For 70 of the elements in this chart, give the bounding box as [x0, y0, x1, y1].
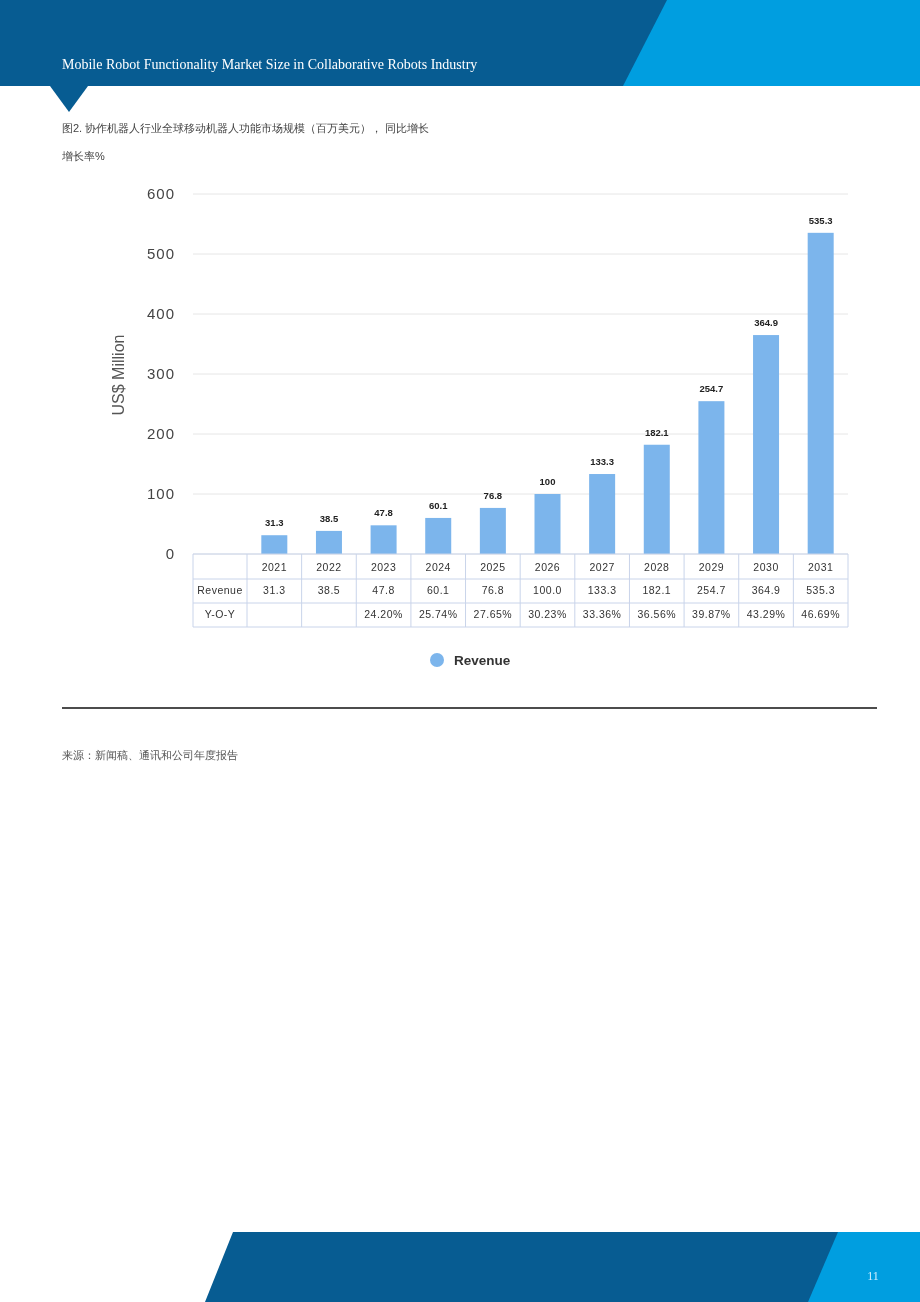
text: 33.36%: [582, 608, 622, 620]
bar: [807, 232, 834, 554]
text: 11: [867, 1269, 879, 1283]
text: 43.29%: [746, 608, 786, 620]
data-label: 38.5: [319, 512, 339, 524]
text: 535.3: [806, 584, 836, 596]
bar: [370, 525, 397, 554]
data-label: 76.8: [483, 489, 503, 501]
x-tick-label: 2022: [316, 561, 342, 573]
text: 31.3: [263, 584, 286, 596]
x-tick-label: 2031: [808, 561, 834, 573]
text: Y-O-Y: [204, 608, 236, 620]
data-label: 100: [539, 476, 556, 487]
bar: [261, 535, 288, 554]
text: 76.8: [481, 584, 505, 596]
bar: [643, 444, 670, 554]
data-label: 60.1: [428, 499, 449, 511]
legend: Revenue: [430, 653, 511, 668]
data-label: 254.7: [699, 383, 724, 395]
bar: [315, 530, 342, 554]
x-tick-label: 2030: [753, 561, 779, 573]
legend-label: Revenue: [454, 653, 511, 668]
source-note: 来源：新闻稿、通讯和公司年度报告: [62, 749, 238, 761]
text: 增长率%: [61, 150, 105, 162]
y-tick-label: 500: [146, 245, 175, 262]
data-label: 182.1: [644, 426, 670, 438]
bar: [753, 335, 780, 554]
y-tick-label: 400: [146, 305, 175, 322]
x-tick-label: 2029: [698, 561, 725, 573]
text: 133.3: [587, 584, 617, 596]
text: 36.56%: [637, 608, 677, 620]
y-tick-label: 200: [146, 425, 175, 442]
x-tick-label: 2021: [261, 561, 287, 573]
y-axis-title: US$ Million: [110, 334, 127, 416]
text: 30.23%: [528, 608, 567, 620]
y-tick-label: 0: [165, 545, 175, 562]
bar: [534, 494, 561, 554]
chart-title: Mobile Robot Functionality Market Size in Collaborative Robots Industry: [62, 57, 478, 72]
y-tick-label: 100: [146, 485, 175, 502]
text: 25.74%: [418, 608, 458, 620]
bar: [698, 401, 725, 554]
data-label: 47.8: [374, 507, 393, 519]
text: 60.1: [427, 584, 450, 596]
text: 27.65%: [473, 608, 513, 620]
data-label: 31.3: [265, 517, 284, 529]
text: Revenue: [197, 584, 243, 596]
text: 38.5: [317, 584, 341, 596]
text: 24.20%: [364, 608, 403, 620]
bar: [479, 507, 506, 554]
x-tick-label: 2027: [589, 561, 615, 573]
text: 364.9: [751, 584, 781, 596]
x-tick-label: 2023: [370, 561, 397, 573]
x-tick-label: 2026: [534, 561, 561, 573]
text: 182.1: [642, 584, 672, 596]
bar: [589, 474, 616, 554]
x-tick-label: 2028: [644, 561, 670, 573]
bar: [425, 517, 452, 554]
y-tick-label: 600: [146, 185, 175, 202]
y-tick-label: 300: [146, 365, 175, 382]
data-label: 364.9: [754, 317, 778, 329]
text: 254.7: [697, 584, 726, 596]
data-label: 535.3: [808, 214, 833, 226]
text: 100.0: [533, 584, 562, 596]
x-tick-label: 2025: [480, 561, 506, 573]
x-tick-label: 2024: [425, 561, 451, 573]
text: 46.69%: [801, 608, 840, 620]
text: 47.8: [372, 584, 395, 596]
data-label: 133.3: [590, 456, 615, 468]
text: 39.87%: [692, 608, 731, 620]
chart-subtitle: 图2. 协作机器人行业全球移动机器人功能市场规模（百万美元）， 同比增长: [62, 122, 430, 134]
